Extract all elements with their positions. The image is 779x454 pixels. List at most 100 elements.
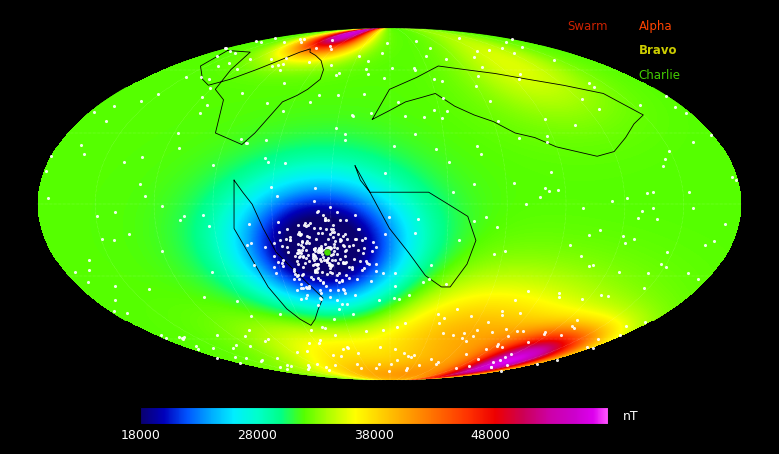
Point: [279, 159, 291, 166]
Point: [482, 46, 495, 53]
Point: [379, 169, 391, 177]
Point: [467, 180, 480, 188]
Point: [428, 107, 440, 114]
Text: Alpha: Alpha: [639, 20, 672, 33]
Point: [553, 293, 566, 301]
Point: [552, 289, 565, 296]
Point: [437, 330, 449, 337]
Point: [123, 230, 136, 237]
Point: [315, 257, 327, 265]
Point: [308, 246, 320, 253]
Point: [266, 62, 278, 69]
Point: [250, 38, 263, 45]
Point: [430, 145, 442, 153]
Point: [206, 345, 219, 352]
Point: [326, 256, 339, 263]
Point: [326, 250, 339, 257]
Point: [301, 361, 314, 369]
Point: [287, 276, 300, 283]
Point: [323, 216, 335, 223]
Point: [315, 242, 328, 250]
Point: [339, 252, 351, 260]
Point: [480, 345, 492, 352]
Point: [424, 45, 436, 52]
Point: [44, 153, 57, 160]
Point: [269, 34, 281, 41]
Point: [510, 327, 523, 334]
Point: [314, 248, 326, 256]
Point: [325, 225, 337, 232]
Point: [568, 325, 580, 332]
Point: [516, 328, 529, 335]
Point: [337, 260, 350, 267]
Point: [348, 291, 361, 298]
Point: [281, 362, 294, 369]
Point: [328, 361, 340, 368]
Point: [435, 115, 448, 122]
Point: [326, 36, 338, 44]
Point: [83, 267, 95, 274]
Point: [486, 358, 499, 365]
Point: [339, 137, 351, 144]
Point: [516, 43, 528, 50]
Point: [347, 241, 359, 248]
Point: [277, 257, 289, 264]
Point: [280, 365, 293, 373]
Point: [118, 158, 130, 166]
Point: [333, 279, 345, 286]
Point: [299, 283, 312, 291]
Point: [587, 262, 600, 269]
Point: [155, 331, 167, 339]
Point: [280, 225, 293, 232]
Point: [203, 76, 215, 83]
Point: [291, 349, 304, 356]
Point: [321, 271, 333, 278]
Point: [323, 261, 335, 268]
Point: [243, 55, 256, 63]
Point: [307, 197, 319, 205]
Polygon shape: [37, 28, 742, 381]
Point: [379, 231, 391, 238]
Point: [333, 69, 345, 76]
Point: [315, 245, 327, 252]
Point: [460, 337, 473, 344]
Point: [277, 61, 290, 68]
Point: [260, 137, 273, 144]
Point: [291, 246, 304, 253]
Point: [496, 311, 509, 319]
Point: [204, 84, 217, 92]
Point: [465, 313, 478, 320]
Point: [324, 261, 337, 268]
Point: [332, 286, 344, 293]
Point: [323, 268, 336, 276]
Point: [302, 257, 315, 264]
Point: [522, 287, 534, 294]
Point: [320, 225, 333, 232]
Point: [370, 268, 382, 275]
Point: [655, 261, 668, 268]
Point: [350, 236, 362, 243]
Point: [339, 259, 351, 266]
Point: [292, 231, 305, 238]
Point: [323, 245, 335, 252]
Point: [314, 336, 326, 344]
Point: [382, 367, 395, 375]
Point: [194, 110, 206, 117]
Point: [322, 255, 334, 262]
Point: [564, 242, 576, 249]
Point: [530, 360, 543, 368]
Point: [552, 187, 564, 194]
Point: [340, 216, 352, 223]
Point: [389, 269, 401, 276]
Point: [312, 208, 324, 215]
Point: [499, 354, 511, 361]
Point: [385, 360, 397, 367]
Point: [313, 340, 326, 347]
Point: [388, 142, 400, 149]
Point: [323, 244, 336, 251]
Point: [295, 241, 308, 248]
Point: [692, 275, 704, 282]
Point: [509, 296, 521, 304]
Point: [314, 276, 326, 284]
Point: [288, 253, 301, 260]
